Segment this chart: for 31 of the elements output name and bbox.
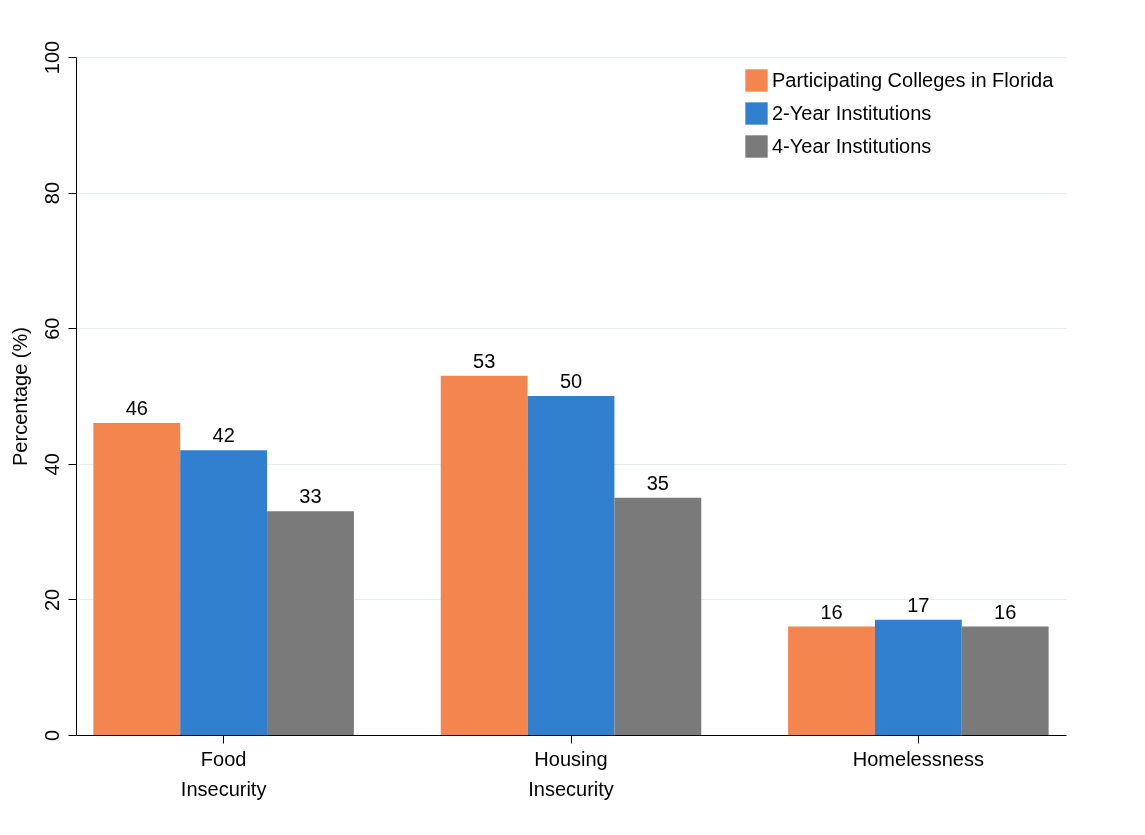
y-tick-label: 100: [40, 40, 63, 75]
bar: [874, 619, 962, 735]
y-tick-label: 80: [40, 181, 63, 205]
data-label: 33: [299, 485, 322, 508]
x-tick-label: Housing Insecurity: [528, 747, 614, 800]
data-label: 17: [907, 593, 930, 616]
y-tick-label: 20: [40, 588, 63, 612]
bar: [961, 626, 1049, 735]
y-axis-title: Percentage (%): [8, 327, 31, 466]
bar: [267, 511, 354, 735]
data-label: 16: [820, 600, 843, 623]
legend-label: Participating Colleges in Florida: [772, 68, 1055, 91]
bar: [180, 450, 268, 735]
y-tick-label: 60: [40, 317, 63, 340]
x-tick-label: Food Insecurity: [180, 747, 267, 800]
legend-label: 4-Year Institutions: [772, 134, 932, 157]
legend-label: 2-Year Institutions: [772, 101, 932, 124]
y-tick-label: 40: [40, 453, 63, 476]
data-label: 46: [125, 397, 148, 420]
data-label: 42: [212, 424, 235, 447]
bar: [788, 626, 875, 735]
bar: [93, 423, 181, 735]
data-label: 16: [994, 600, 1017, 623]
data-label: 53: [473, 349, 496, 372]
y-tick-label: 0: [40, 729, 63, 742]
bar: [527, 396, 615, 735]
bar: [614, 497, 702, 735]
x-tick-label: Homelessness: [852, 747, 984, 770]
data-label: 35: [646, 471, 669, 494]
bar: [440, 375, 528, 735]
data-label: 50: [559, 370, 583, 392]
